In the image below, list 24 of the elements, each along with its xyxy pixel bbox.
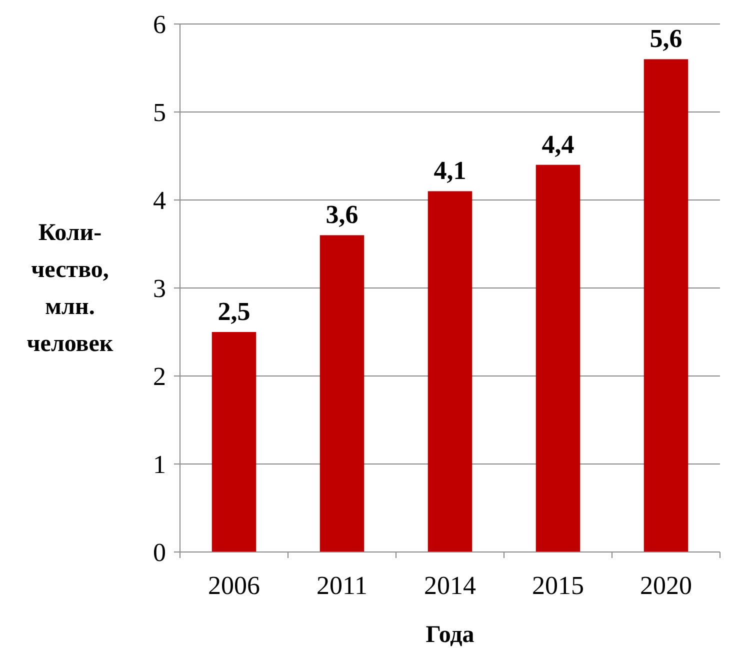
data-label: 2,5 (218, 297, 250, 326)
data-label: 5,6 (650, 24, 682, 54)
bar (320, 235, 364, 552)
data-label: 4,1 (434, 156, 466, 186)
data-label: 4,4 (542, 130, 574, 159)
x-tick-label: 2014 (424, 571, 476, 600)
bar (212, 332, 256, 552)
x-tick-label: 2015 (532, 571, 584, 600)
y-tick-label: 0 (153, 538, 166, 568)
bar (536, 164, 580, 552)
x-tick-label: 2011 (316, 571, 368, 600)
y-tick-label: 1 (153, 450, 166, 480)
data-label: 3,6 (326, 200, 358, 230)
y-axis-title: Коли- чество, млн. человек (26, 220, 114, 357)
y-tick-label: 2 (153, 362, 166, 392)
y-tick-label: 3 (153, 274, 166, 304)
bar (644, 59, 688, 552)
x-axis-title: Года (426, 622, 474, 648)
y-tick-label: 5 (153, 98, 166, 128)
bar (428, 191, 472, 552)
x-tick-label: 2006 (208, 571, 260, 600)
y-tick-label: 4 (153, 186, 166, 216)
x-tick-label: 2020 (640, 571, 692, 600)
y-tick-label: 6 (153, 10, 166, 40)
